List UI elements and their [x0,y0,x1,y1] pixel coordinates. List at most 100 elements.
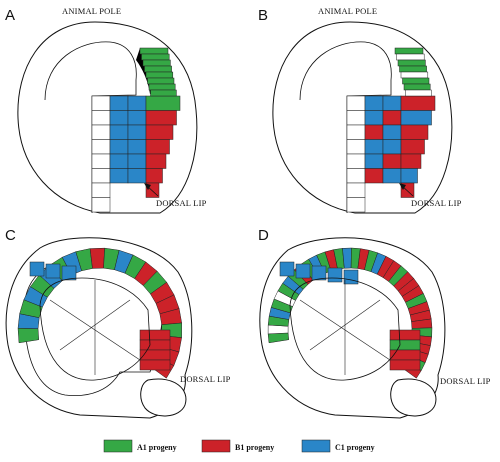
legend-label-b1: B1 progeny [235,443,274,452]
marginal-cell [145,153,167,169]
white-cell [346,110,366,126]
panel-d: D DORSAL LIP [258,227,491,419]
a1-cell [399,65,427,73]
panel-c-dorsal-lip-label: DORSAL LIP [180,374,231,384]
legend-swatch-b1 [201,439,231,453]
panel-a-animal-pole-label: ANIMAL POLE [62,6,121,16]
panel-a-cell-grid [91,47,181,213]
white-cell [91,95,111,111]
white-cell [91,110,111,126]
c1-cell [127,139,147,155]
c1-cell [382,124,402,140]
panel-c-tail-bud [140,378,187,417]
white-cell [346,124,366,140]
c1-cell [109,139,129,155]
a1-cell [397,59,426,67]
c1-cell [382,139,402,155]
a1-cell [142,59,171,67]
marginal-cell [145,124,174,140]
legend-label-a1: A1 progeny [137,443,177,452]
white-cell [91,124,111,140]
legend-swatch-c1 [301,439,331,453]
a1-cell [139,47,169,55]
a1-cell [147,77,175,85]
c1-cell [364,139,384,155]
b1-cell [389,329,421,341]
white-cell [91,168,111,184]
panel-a-letter: A [5,7,15,24]
panel-d-archenteron [289,277,401,381]
panel-b-cell-grid [346,47,436,213]
a1-cell [402,77,430,85]
a1-cell [394,47,424,55]
band-cell [342,247,352,269]
a1-cell [405,89,432,97]
c1-cell [127,110,147,126]
panel-b-letter: B [258,7,268,24]
c1-cell [364,110,384,126]
c1-cell [109,168,129,184]
b1-cell [389,349,421,361]
c1-cell [61,265,77,281]
panel-a-arrowhead [144,183,151,190]
b1-cell [139,329,171,341]
b1-cell [139,339,171,351]
c1-cell [382,153,402,169]
c1-cell [109,95,129,111]
a1-cell [400,71,429,79]
c1-cell [127,124,147,140]
panel-c-cell-grid [17,247,182,379]
marginal-cell [145,139,170,155]
c1-cell [109,124,129,140]
c1-cell [382,110,402,126]
c1-cell [364,124,384,140]
white-cell [91,153,111,169]
panel-b: B ANIMAL POLE DORSAL LIP [258,6,462,214]
b1-cell [139,349,171,361]
marginal-cell [145,168,163,184]
marginal-cell [145,95,181,111]
panel-b-animal-pole-label: ANIMAL POLE [318,6,377,16]
c1-cell [279,261,295,277]
c1-cell [295,263,311,279]
panel-a-blastocoel [44,41,137,213]
white-cell [346,95,366,111]
marginal-cell [400,95,436,111]
marginal-cell [400,153,422,169]
c1-cell [127,153,147,169]
panel-d-cell-grid [267,247,433,379]
white-cell [91,139,111,155]
legend-swatch-a1 [103,439,133,453]
band-cell [89,247,105,269]
a1-cell [141,53,170,61]
legend-label-c1: C1 progeny [335,443,375,452]
white-cell [346,182,366,198]
c1-cell [382,95,402,111]
panel-c-archenteron [39,277,151,381]
panel-c-letter: C [5,227,16,244]
panel-b-dorsal-lip-label: DORSAL LIP [411,198,462,208]
panel-a: A ANIMAL POLE DORSAL LIP [5,6,207,214]
a1-cell [145,71,174,79]
a1-cell [396,53,425,61]
a1-cell [148,83,176,91]
b1-cell [389,339,421,351]
band-cell [267,324,289,335]
panel-d-dorsal-lip-label: DORSAL LIP [440,376,491,386]
white-cell [346,168,366,184]
a1-cell [150,89,177,97]
b1-cell [389,359,421,371]
c1-cell [364,168,384,184]
legend: A1 progeny B1 progeny C1 progeny [103,439,375,453]
marginal-cell [145,110,177,126]
panel-c: C DORSAL LIP [5,227,231,419]
panel-d-letter: D [258,227,269,244]
white-cell [346,197,366,213]
panel-a-dorsal-lip-label: DORSAL LIP [156,198,207,208]
marginal-cell [400,168,418,184]
c1-cell [127,95,147,111]
c1-cell [327,267,343,283]
c1-cell [29,261,45,277]
white-cell [346,139,366,155]
